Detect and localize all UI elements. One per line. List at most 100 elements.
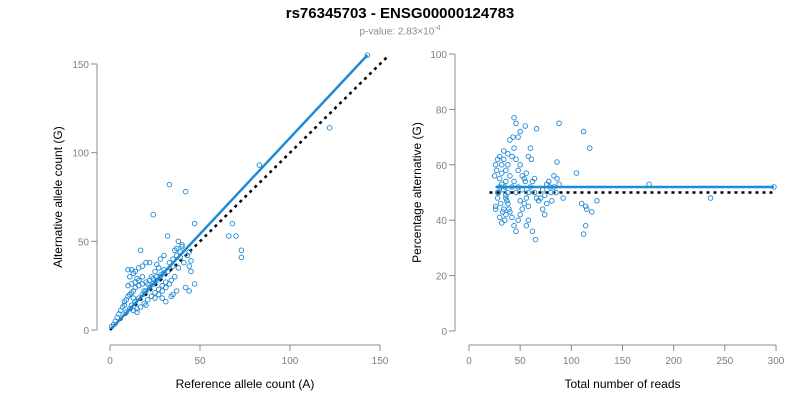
y-tick-label-right: 100 bbox=[430, 50, 447, 61]
data-point-right bbox=[509, 153, 515, 160]
data-point-left bbox=[173, 252, 180, 259]
data-point-right bbox=[771, 184, 777, 190]
data-point-right bbox=[498, 170, 505, 176]
chart-title: rs76345703 - ENSG00000124783 bbox=[285, 5, 515, 22]
data-point-left bbox=[123, 297, 129, 303]
data-point-left bbox=[157, 256, 164, 262]
data-point-right bbox=[511, 222, 517, 229]
data-point-left bbox=[121, 302, 128, 308]
data-point-right bbox=[544, 200, 550, 207]
data-point-right bbox=[533, 195, 540, 201]
data-point-left bbox=[172, 247, 178, 253]
data-point-left bbox=[177, 249, 183, 255]
data-point-left bbox=[141, 288, 147, 294]
data-point-right bbox=[525, 203, 532, 210]
data-point-right bbox=[509, 214, 515, 221]
data-point-right bbox=[494, 195, 501, 201]
data-point-left bbox=[191, 281, 198, 287]
data-point-right bbox=[522, 178, 529, 185]
y-tick-label-left: 150 bbox=[72, 60, 89, 71]
x-tick-label-left: 50 bbox=[194, 356, 206, 367]
data-point-right bbox=[560, 195, 566, 201]
data-point-left bbox=[181, 259, 187, 266]
data-point-left bbox=[170, 263, 176, 269]
data-point-left bbox=[188, 258, 194, 264]
data-point-right bbox=[502, 217, 508, 223]
data-point-left bbox=[164, 233, 171, 239]
data-point-right bbox=[525, 153, 532, 160]
x-tick-label-right: 300 bbox=[768, 356, 785, 367]
fit-line-left bbox=[110, 54, 369, 330]
data-point-left bbox=[150, 211, 156, 218]
data-point-right bbox=[523, 195, 530, 201]
data-point-left bbox=[145, 281, 151, 287]
data-point-right bbox=[496, 214, 503, 221]
data-point-left bbox=[170, 256, 176, 262]
x-tick-label-left: 100 bbox=[282, 356, 299, 367]
data-point-right bbox=[513, 228, 519, 235]
data-point-right bbox=[513, 189, 519, 196]
data-point-left bbox=[238, 247, 245, 253]
data-point-right bbox=[522, 123, 529, 129]
data-point-right bbox=[539, 206, 546, 212]
y-tick-label-right: 80 bbox=[436, 105, 448, 116]
data-point-right bbox=[507, 137, 513, 143]
data-point-left bbox=[157, 274, 164, 280]
data-point-right bbox=[511, 114, 517, 121]
data-point-left bbox=[233, 233, 239, 239]
data-point-left bbox=[110, 321, 117, 328]
data-point-right bbox=[492, 206, 499, 212]
data-point-right bbox=[547, 184, 553, 190]
data-point-right bbox=[494, 156, 501, 163]
data-point-left bbox=[161, 266, 167, 273]
data-point-left bbox=[143, 288, 149, 294]
data-point-left bbox=[127, 291, 133, 298]
data-point-left bbox=[186, 263, 192, 269]
data-point-left bbox=[179, 243, 185, 250]
data-point-left bbox=[182, 188, 189, 195]
data-point-right bbox=[523, 170, 530, 176]
data-point-right bbox=[513, 120, 519, 126]
data-point-left bbox=[168, 293, 174, 300]
y-axis-label-right: Percentage alternative (G) bbox=[410, 122, 424, 263]
data-point-right bbox=[498, 162, 505, 168]
data-point-left bbox=[184, 252, 191, 259]
data-point-right bbox=[505, 200, 511, 207]
data-point-right bbox=[531, 189, 538, 196]
data-point-left bbox=[130, 295, 137, 301]
data-point-right bbox=[529, 228, 536, 235]
data-point-left bbox=[172, 274, 178, 280]
data-point-right bbox=[517, 198, 523, 204]
data-point-right bbox=[519, 186, 525, 193]
y-tick-label-right: 20 bbox=[436, 272, 448, 283]
data-point-right bbox=[519, 206, 525, 212]
data-point-right bbox=[549, 198, 555, 204]
data-point-right bbox=[548, 189, 554, 196]
data-point-right bbox=[500, 209, 506, 215]
data-point-left bbox=[134, 309, 140, 316]
data-point-right bbox=[528, 156, 535, 163]
data-point-right bbox=[583, 206, 590, 212]
data-point-right bbox=[539, 186, 546, 193]
data-point-right bbox=[527, 184, 534, 190]
y-tick-label-right: 40 bbox=[436, 216, 448, 227]
data-point-right bbox=[556, 120, 562, 126]
data-point-right bbox=[501, 206, 507, 212]
data-point-right bbox=[510, 134, 516, 140]
data-point-left bbox=[166, 181, 173, 188]
data-point-left bbox=[238, 254, 245, 261]
data-point-right bbox=[582, 222, 589, 229]
data-point-right bbox=[578, 200, 585, 207]
data-point-right bbox=[501, 148, 507, 154]
data-point-right bbox=[587, 145, 593, 151]
data-point-left bbox=[166, 281, 173, 287]
data-point-right bbox=[541, 192, 548, 199]
data-point-left bbox=[134, 275, 140, 282]
data-point-right bbox=[495, 189, 502, 196]
data-point-right bbox=[525, 217, 532, 223]
data-point-left bbox=[148, 274, 155, 280]
data-point-left bbox=[125, 266, 131, 273]
data-point-right bbox=[521, 175, 528, 182]
data-point-right bbox=[551, 184, 557, 190]
